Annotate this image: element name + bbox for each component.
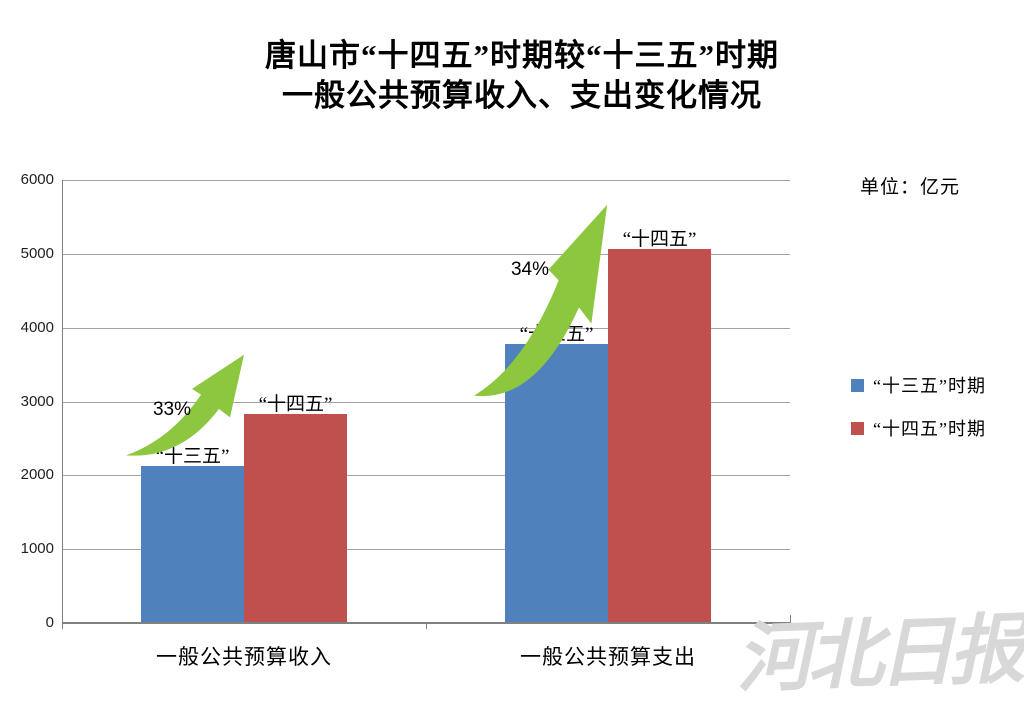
x-axis-tick [790, 623, 791, 629]
category-label: 一般公共预算收入 [156, 645, 332, 669]
y-axis-tick-label: 5000 [20, 245, 54, 262]
bar-series0-cat0 [141, 465, 244, 623]
growth-arrow-icon [126, 349, 266, 463]
legend-swatch-13th-icon [851, 378, 864, 392]
bar-point-label: “十四五” [622, 229, 697, 251]
unit-label: 单位：亿元 [860, 177, 961, 198]
legend-item-13th: “十三五”时期 [851, 372, 986, 398]
chart-title: 唐山市“十四五”时期较“十三五”时期 一般公共预算收入、支出变化情况 [20, 36, 1024, 116]
gridline [62, 475, 790, 476]
y-axis-line [62, 180, 63, 629]
x-axis-tick [426, 623, 427, 629]
gridline [62, 328, 790, 329]
legend-label-13th: “十三五”时期 [873, 376, 986, 396]
category-label: 一般公共预算支出 [520, 645, 696, 669]
y-axis-tick-label: 2000 [20, 466, 54, 483]
y-axis-tick-label: 1000 [20, 540, 54, 557]
bar-series1-cat1 [608, 249, 711, 623]
watermark-hebei-daily: 河北日报 [734, 604, 1022, 703]
legend-label-14th: “十四五”时期 [873, 419, 986, 439]
y-axis-tick-label: 6000 [20, 171, 54, 188]
bar-point-label: “十三五” [155, 445, 230, 467]
y-axis-tick-label: 0 [45, 614, 54, 631]
y-axis-tick-label: 4000 [20, 319, 54, 336]
bar-series0-cat1 [505, 343, 608, 623]
x-axis-end-tick [790, 615, 791, 623]
legend-swatch-14th-icon [851, 421, 864, 435]
bar-series1-cat0 [244, 413, 347, 623]
bar-point-label: “十四五” [258, 393, 333, 415]
gridline [62, 254, 790, 255]
growth-percent-label: 33% [152, 399, 192, 420]
chart-title-line2: 一般公共预算收入、支出变化情况 [282, 78, 762, 113]
gridline [62, 180, 790, 181]
chart-title-line1: 唐山市“十四五”时期较“十三五”时期 [265, 38, 779, 73]
y-axis-tick-label: 3000 [20, 393, 54, 410]
gridline [62, 402, 790, 403]
gridline [62, 549, 790, 550]
growth-arrow-icon [474, 194, 632, 410]
legend: “十三五”时期 “十四五”时期 [851, 372, 986, 458]
growth-percent-label: 34% [510, 259, 550, 280]
legend-item-14th: “十四五”时期 [851, 415, 986, 441]
